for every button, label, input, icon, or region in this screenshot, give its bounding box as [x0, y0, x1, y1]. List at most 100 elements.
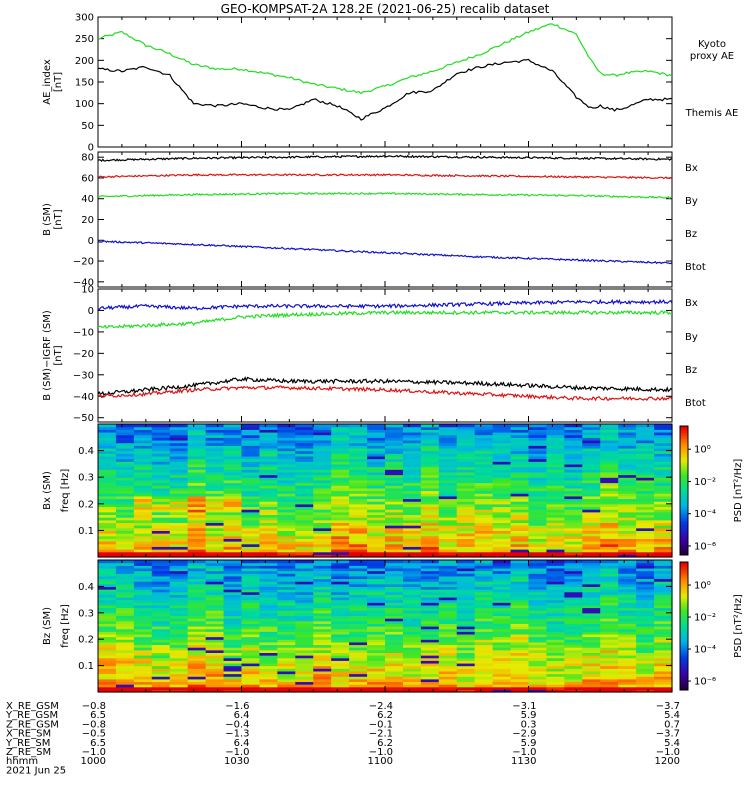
spectrogram-cell [349, 565, 368, 569]
spectrogram-cell [98, 514, 117, 518]
spectrogram-cell [654, 450, 673, 454]
spectrogram-cell [546, 591, 565, 595]
spectrogram-cell [654, 509, 673, 513]
spectrogram-cell [349, 562, 368, 566]
spectrogram-cell [654, 615, 673, 619]
spectrogram-cell [402, 623, 422, 627]
spectrogram-cell [438, 626, 458, 630]
spectrogram-cell [223, 681, 243, 685]
spectrogram-cell [115, 599, 135, 603]
spectrogram-cell [367, 447, 386, 452]
spectrogram-cell [223, 686, 243, 690]
spectrogram-cell [420, 431, 440, 436]
spectrogram-cell [259, 469, 278, 473]
spectrogram-cell [385, 551, 404, 555]
spectrogram-cell [546, 641, 565, 646]
spectrogram-cell [313, 533, 332, 537]
spectrogram-cell [169, 575, 189, 580]
spectrogram-cell [277, 538, 296, 542]
spectrogram-cell [187, 461, 207, 465]
spectrogram-cell [564, 560, 583, 564]
spectrogram-cell [636, 447, 655, 452]
ephemeris-value: 5.4 [664, 710, 680, 721]
spectrogram-cell [528, 594, 548, 598]
spectrogram-cell [295, 618, 314, 622]
colorbar-cell [680, 509, 688, 513]
spectrogram-cell [367, 527, 386, 531]
spectrogram-cell [277, 503, 296, 508]
spectrogram-cell [600, 639, 619, 643]
spectrogram-cell [169, 445, 189, 449]
spectrogram-cell [600, 519, 619, 524]
spectrogram-cell [313, 684, 332, 688]
spectrogram-cell [115, 527, 135, 531]
spectrogram-cell [618, 626, 637, 630]
spectrogram-cell [438, 479, 458, 484]
spectrogram-cell [133, 665, 153, 669]
spectrogram-cell [349, 461, 368, 465]
spectrogram-cell [133, 678, 153, 683]
spectrogram-cell [367, 549, 386, 553]
spectrogram-cell [223, 479, 243, 484]
spectrogram-cell [187, 562, 207, 566]
spectrogram-cell [618, 503, 637, 508]
spectrogram-cell [564, 458, 583, 462]
spectrogram-cell [492, 636, 512, 640]
spectrogram-cell [187, 453, 207, 457]
spectrogram-cell [582, 665, 601, 669]
spectrogram-cell [636, 596, 655, 601]
spectrogram-cell [582, 511, 601, 516]
spectrogram-cell [528, 463, 548, 468]
spectrogram-cell [636, 455, 655, 460]
spectrogram-cell [169, 479, 189, 484]
spectrogram-cell [385, 631, 404, 635]
spectrogram-cell [313, 519, 332, 524]
spectrogram-cell [636, 450, 655, 454]
spectrogram-cell [492, 575, 512, 580]
spectrogram-cell [402, 641, 422, 646]
spectrogram-cell [385, 652, 404, 656]
spectrogram-cell [492, 533, 512, 537]
spectrogram-cell [133, 596, 153, 601]
spectrogram-cell [331, 620, 350, 624]
spectrogram-cell [474, 541, 494, 545]
spectrogram-cell [385, 665, 404, 669]
spectrogram-cell [636, 466, 655, 470]
spectrogram-cell [331, 586, 350, 590]
spectrogram-cell [205, 527, 225, 531]
spectrogram-cell [277, 424, 296, 428]
spectrogram-cell [151, 541, 171, 545]
spectrogram-cell [277, 469, 296, 473]
spectrogram-cell [636, 538, 655, 542]
spectrogram-cell [259, 538, 278, 542]
spectrogram-cell [133, 662, 153, 667]
spectrogram-cell [510, 511, 530, 516]
spectrogram-cell [385, 514, 404, 518]
spectrogram-cell [528, 522, 548, 526]
spectrogram-cell [654, 541, 673, 545]
spectrogram-cell [169, 662, 189, 667]
spectrogram-cell [385, 517, 404, 521]
spectrogram-cell [187, 549, 207, 553]
spectrogram-cell [385, 437, 404, 441]
spectrogram-cell [277, 554, 296, 558]
spectrogram-cell [98, 612, 117, 617]
spectrogram-cell [205, 560, 225, 564]
spectrogram-cell [420, 639, 440, 643]
spectrogram-cell [474, 641, 494, 646]
spectrogram-cell [600, 620, 619, 624]
spectrogram-cell [546, 689, 565, 693]
spectrogram-cell [402, 596, 422, 601]
spectrogram-cell [546, 461, 565, 465]
spectrogram-cell [223, 602, 243, 606]
spectrogram-cell [187, 445, 207, 449]
spectrogram-cell [385, 655, 404, 659]
spectrogram-cell [187, 490, 207, 494]
colorbar-cell [680, 520, 688, 524]
spectrogram-cell [618, 535, 637, 539]
spectrogram-cell [349, 665, 368, 669]
spectrogram-cell [205, 586, 225, 590]
spectrogram-cell [187, 583, 207, 587]
spectrogram-cell [313, 586, 332, 590]
spectrogram-cell [367, 684, 386, 688]
